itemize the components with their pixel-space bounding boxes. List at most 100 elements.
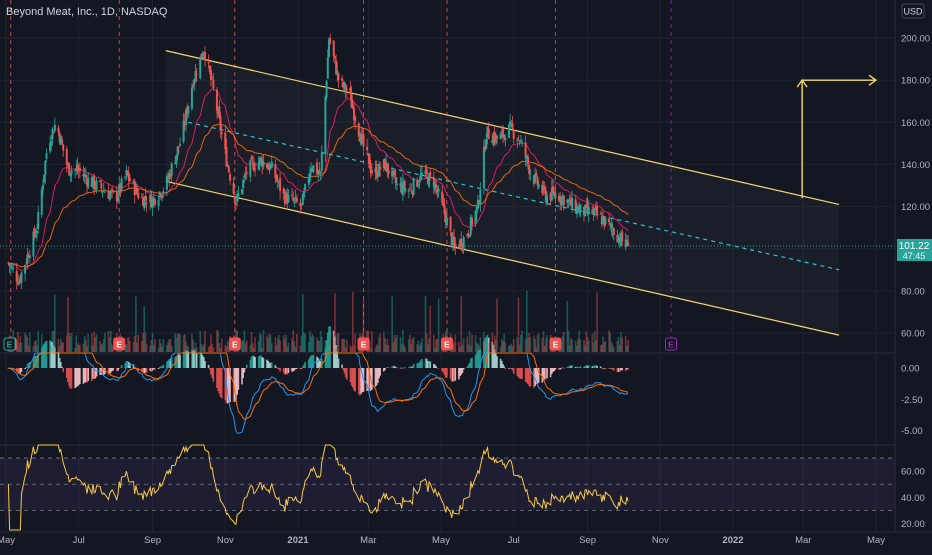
candle[interactable]	[617, 234, 620, 245]
candle[interactable]	[596, 201, 599, 220]
candle[interactable]	[12, 263, 15, 273]
candle[interactable]	[577, 204, 580, 212]
earnings-marker[interactable]: E	[228, 337, 241, 351]
candle[interactable]	[544, 186, 547, 205]
candle[interactable]	[120, 175, 123, 194]
candle[interactable]	[82, 165, 85, 181]
candle[interactable]	[25, 258, 28, 266]
candle[interactable]	[292, 190, 295, 204]
candle[interactable]	[117, 193, 120, 204]
candle[interactable]	[270, 154, 273, 169]
earnings-marker[interactable]: E	[357, 337, 370, 351]
candle[interactable]	[220, 125, 223, 141]
candle[interactable]	[19, 274, 22, 284]
candle[interactable]	[294, 189, 297, 204]
candle[interactable]	[10, 262, 13, 271]
candle[interactable]	[207, 54, 210, 69]
candle[interactable]	[517, 135, 520, 141]
candle[interactable]	[366, 138, 369, 156]
candle[interactable]	[243, 172, 246, 184]
candle[interactable]	[109, 189, 112, 199]
candle[interactable]	[587, 199, 590, 223]
candle[interactable]	[619, 230, 622, 248]
candle[interactable]	[53, 117, 56, 133]
candle[interactable]	[61, 135, 64, 145]
candle[interactable]	[318, 161, 321, 175]
candle[interactable]	[409, 183, 412, 190]
candle[interactable]	[145, 196, 148, 213]
candle[interactable]	[392, 170, 395, 180]
candle[interactable]	[291, 188, 294, 200]
candle[interactable]	[394, 169, 397, 190]
candle[interactable]	[326, 49, 329, 79]
candle[interactable]	[20, 271, 23, 290]
candle[interactable]	[604, 217, 607, 227]
candle[interactable]	[599, 211, 602, 215]
candle[interactable]	[211, 75, 214, 80]
candle[interactable]	[342, 80, 345, 92]
candle[interactable]	[101, 191, 104, 198]
candle[interactable]	[591, 205, 594, 215]
earnings-markers[interactable]: EEEEEEEE	[3, 337, 678, 351]
candle[interactable]	[378, 160, 381, 177]
candle[interactable]	[316, 158, 319, 176]
candle[interactable]	[336, 62, 339, 82]
candle[interactable]	[137, 187, 140, 200]
candle[interactable]	[361, 128, 364, 144]
candle[interactable]	[194, 64, 197, 82]
candle[interactable]	[62, 144, 65, 157]
earnings-marker[interactable]: E	[665, 337, 678, 351]
candle[interactable]	[443, 198, 446, 222]
candle[interactable]	[379, 162, 382, 177]
candle[interactable]	[569, 195, 572, 206]
candle[interactable]	[249, 159, 252, 183]
candle[interactable]	[128, 174, 131, 183]
candle[interactable]	[594, 201, 597, 214]
candle[interactable]	[410, 183, 413, 194]
candle[interactable]	[424, 164, 427, 179]
currency-badge[interactable]	[901, 3, 925, 19]
candle[interactable]	[528, 164, 531, 180]
candle[interactable]	[78, 162, 81, 179]
candle[interactable]	[262, 154, 265, 170]
candle[interactable]	[602, 211, 605, 224]
candle[interactable]	[33, 225, 36, 240]
candle[interactable]	[94, 181, 97, 192]
candle[interactable]	[70, 165, 73, 183]
candle[interactable]	[199, 56, 202, 80]
candle[interactable]	[77, 163, 80, 179]
candle[interactable]	[195, 67, 198, 83]
candle[interactable]	[335, 54, 338, 76]
earnings-marker-first[interactable]: E	[3, 337, 16, 351]
candle[interactable]	[144, 187, 147, 208]
candle[interactable]	[546, 191, 549, 206]
candle[interactable]	[492, 131, 495, 148]
candle[interactable]	[18, 275, 21, 287]
candle[interactable]	[369, 160, 372, 179]
channel-lower-line[interactable]	[165, 180, 840, 336]
candle[interactable]	[444, 209, 447, 229]
candle[interactable]	[192, 79, 195, 90]
candle[interactable]	[351, 99, 354, 110]
candle[interactable]	[482, 138, 485, 195]
candle[interactable]	[219, 111, 222, 138]
candle[interactable]	[500, 125, 503, 139]
candle[interactable]	[475, 205, 478, 221]
candle[interactable]	[411, 191, 414, 199]
candle[interactable]	[169, 169, 172, 179]
candle[interactable]	[449, 216, 452, 237]
candle[interactable]	[567, 199, 570, 209]
candle[interactable]	[50, 135, 53, 151]
candle[interactable]	[608, 213, 611, 226]
candle[interactable]	[317, 170, 320, 182]
candle[interactable]	[579, 204, 582, 217]
candle[interactable]	[240, 188, 243, 195]
candle[interactable]	[578, 201, 581, 217]
candle[interactable]	[233, 195, 236, 209]
candle[interactable]	[370, 164, 373, 176]
candle[interactable]	[175, 154, 178, 168]
candle[interactable]	[550, 179, 553, 202]
candle[interactable]	[327, 37, 330, 59]
drawings[interactable]	[165, 50, 878, 336]
candle[interactable]	[140, 192, 143, 198]
